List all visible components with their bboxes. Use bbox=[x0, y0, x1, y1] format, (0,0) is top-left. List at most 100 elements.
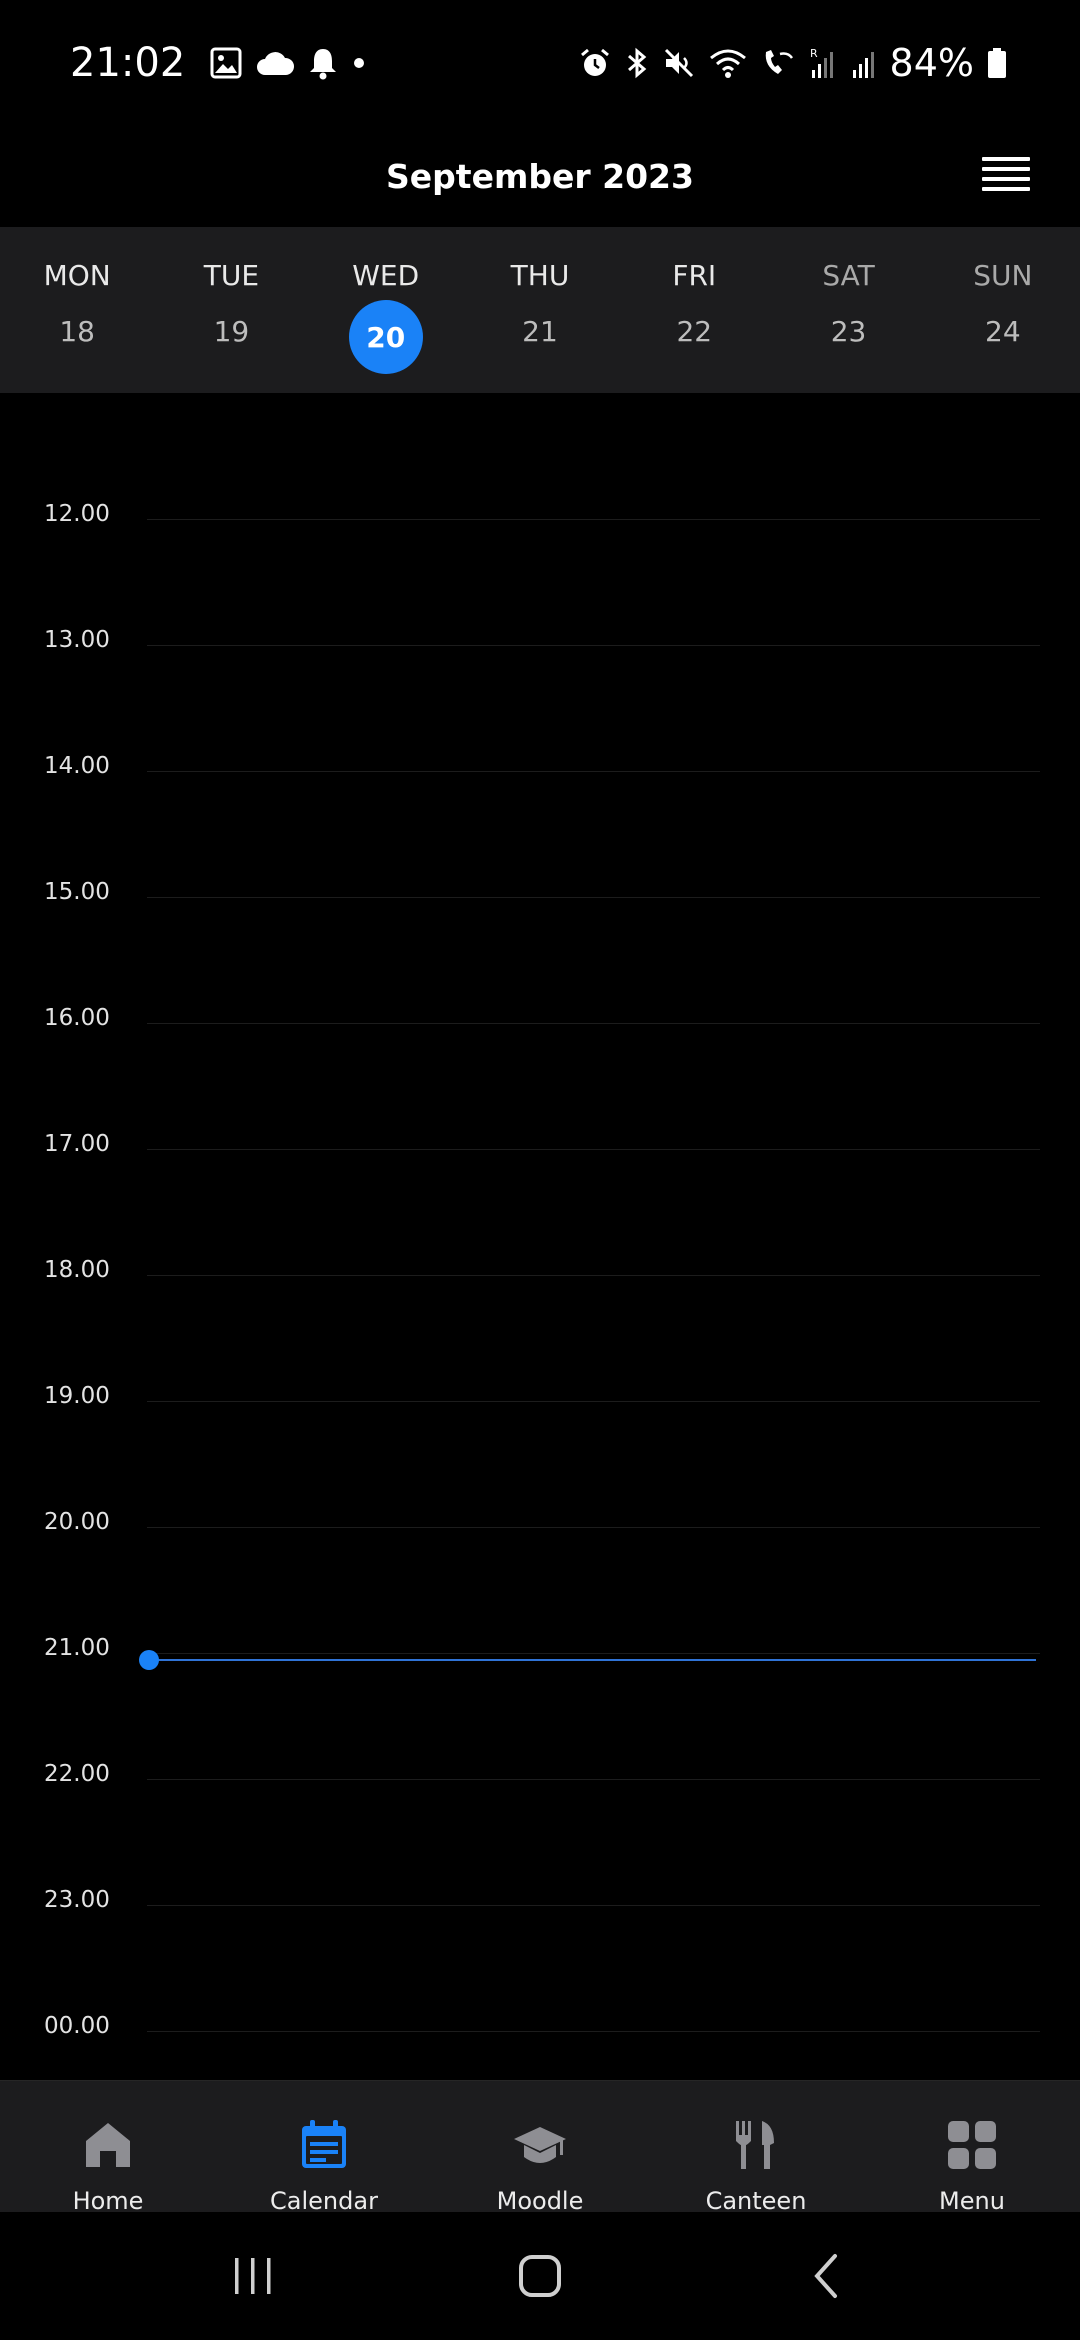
system-nav-bar bbox=[0, 2212, 1080, 2340]
day-number: 19 bbox=[213, 315, 250, 348]
bell-icon bbox=[307, 46, 339, 80]
hour-gridline bbox=[147, 1275, 1040, 1276]
day-sun[interactable]: SUN 24 bbox=[926, 227, 1080, 393]
day-name: MON bbox=[43, 259, 111, 292]
back-button[interactable] bbox=[787, 2236, 867, 2316]
day-sat[interactable]: SAT 23 bbox=[771, 227, 925, 393]
hour-gridline bbox=[147, 771, 1040, 772]
hour-label: 00.00 bbox=[44, 2013, 110, 2039]
day-tue[interactable]: TUE 19 bbox=[154, 227, 308, 393]
graduation-cap-icon bbox=[514, 2127, 566, 2163]
hour-row: 15.00 bbox=[0, 879, 1080, 905]
day-mon[interactable]: MON 18 bbox=[0, 227, 154, 393]
gallery-icon bbox=[209, 46, 243, 80]
bottom-nav: Home Calendar Moodle Canteen bbox=[0, 2080, 1080, 2215]
hour-label: 14.00 bbox=[44, 753, 110, 779]
day-thu[interactable]: THU 21 bbox=[463, 227, 617, 393]
hour-label: 21.00 bbox=[44, 1635, 110, 1661]
battery-percent: 84% bbox=[889, 40, 974, 85]
hour-row: 00.00 bbox=[0, 2013, 1080, 2039]
signal-icon bbox=[850, 46, 880, 80]
day-name: THU bbox=[510, 259, 570, 292]
day-timeline[interactable]: 12.00 13.00 14.00 15.00 16.00 17.00 18.0… bbox=[0, 393, 1080, 2080]
hour-gridline bbox=[147, 1023, 1040, 1024]
nav-menu[interactable]: Menu bbox=[864, 2081, 1080, 2215]
bluetooth-icon bbox=[624, 46, 650, 80]
hour-gridline bbox=[147, 645, 1040, 646]
day-name: TUE bbox=[203, 259, 260, 292]
hour-label: 13.00 bbox=[44, 627, 110, 653]
alarm-icon bbox=[578, 46, 612, 80]
day-name: SAT bbox=[822, 259, 875, 292]
day-number: 22 bbox=[676, 315, 713, 348]
current-time-dot bbox=[139, 1650, 159, 1670]
hour-label: 15.00 bbox=[44, 879, 110, 905]
nav-calendar[interactable]: Calendar bbox=[216, 2081, 432, 2215]
home-icon bbox=[86, 2123, 130, 2167]
hour-label: 16.00 bbox=[44, 1005, 110, 1031]
calendar-icon bbox=[302, 2120, 346, 2168]
nav-canteen[interactable]: Canteen bbox=[648, 2081, 864, 2215]
nav-moodle[interactable]: Moodle bbox=[432, 2081, 648, 2215]
nav-label: Calendar bbox=[270, 2187, 378, 2215]
day-name: WED bbox=[352, 259, 420, 292]
hour-row: 17.00 bbox=[0, 1131, 1080, 1157]
hour-label: 23.00 bbox=[44, 1887, 110, 1913]
hour-gridline bbox=[147, 2031, 1040, 2032]
hour-label: 18.00 bbox=[44, 1257, 110, 1283]
hamburger-icon bbox=[982, 157, 1030, 191]
day-name: SUN bbox=[973, 259, 1033, 292]
mute-icon bbox=[662, 46, 696, 80]
day-number: 21 bbox=[522, 315, 558, 348]
app-header: September 2023 bbox=[0, 125, 1080, 227]
home-system-button[interactable] bbox=[500, 2236, 580, 2316]
hour-row: 14.00 bbox=[0, 753, 1080, 779]
hour-gridline bbox=[147, 1779, 1040, 1780]
signal-icon: R bbox=[808, 46, 838, 80]
battery-icon bbox=[986, 46, 1008, 80]
nav-label: Canteen bbox=[705, 2187, 807, 2215]
day-number: 18 bbox=[59, 315, 95, 348]
hour-row: 18.00 bbox=[0, 1257, 1080, 1283]
dot-icon bbox=[351, 55, 367, 71]
hour-row: 19.00 bbox=[0, 1383, 1080, 1409]
hour-label: 22.00 bbox=[44, 1761, 110, 1787]
hour-label: 20.00 bbox=[44, 1509, 110, 1535]
hour-gridline bbox=[147, 1149, 1040, 1150]
svg-text:R: R bbox=[810, 47, 818, 60]
hour-row: 21.00 bbox=[0, 1635, 1080, 1661]
hour-row: 20.00 bbox=[0, 1509, 1080, 1535]
recent-apps-button[interactable] bbox=[213, 2236, 293, 2316]
nav-home[interactable]: Home bbox=[0, 2081, 216, 2215]
hour-label: 12.00 bbox=[44, 501, 110, 527]
day-wed[interactable]: WED 20 bbox=[309, 227, 463, 393]
fork-knife-icon bbox=[736, 2121, 774, 2169]
hour-row: 12.00 bbox=[0, 501, 1080, 527]
day-number: 23 bbox=[830, 315, 867, 348]
week-strip: MON 18 TUE 19 WED 20 THU 21 FRI 22 SAT 2… bbox=[0, 227, 1080, 393]
menu-button[interactable] bbox=[978, 147, 1034, 203]
selected-day-number: 20 bbox=[348, 300, 423, 374]
hour-row: 23.00 bbox=[0, 1887, 1080, 1913]
hour-label: 17.00 bbox=[44, 1131, 110, 1157]
hour-row: 22.00 bbox=[0, 1761, 1080, 1787]
day-fri[interactable]: FRI 22 bbox=[617, 227, 771, 393]
cloud-icon bbox=[255, 49, 295, 77]
hour-gridline bbox=[147, 519, 1040, 520]
hour-gridline bbox=[147, 1401, 1040, 1402]
hour-label: 19.00 bbox=[44, 1383, 110, 1409]
current-time-line bbox=[148, 1659, 1036, 1661]
recent-apps-icon bbox=[235, 2258, 271, 2294]
page-title: September 2023 bbox=[386, 156, 694, 196]
hour-gridline bbox=[147, 1653, 1040, 1654]
wifi-icon bbox=[708, 46, 748, 80]
nav-label: Moodle bbox=[496, 2187, 584, 2215]
status-time: 21:02 bbox=[70, 39, 186, 86]
hour-gridline bbox=[147, 897, 1040, 898]
day-number: 24 bbox=[985, 315, 1021, 348]
nav-label: Menu bbox=[939, 2187, 1005, 2215]
grid-icon bbox=[948, 2121, 996, 2169]
hour-row: 13.00 bbox=[0, 627, 1080, 653]
back-icon bbox=[813, 2254, 837, 2298]
status-bar: 21:02 R bbox=[0, 0, 1080, 125]
